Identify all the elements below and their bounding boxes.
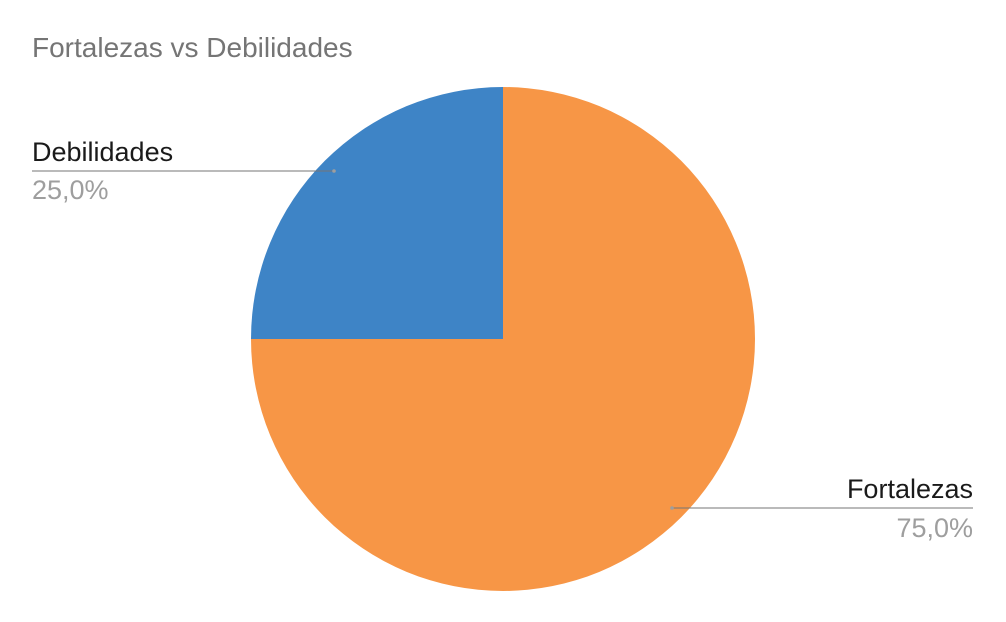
pie-labels: Fortalezas 75,0% Debilidades 25,0% (32, 137, 973, 543)
slice-percent-fortalezas: 75,0% (896, 513, 973, 543)
leader-dot-fortalezas (670, 506, 674, 510)
pie-slice-debilidades (251, 87, 503, 339)
leader-dot-debilidades (332, 169, 336, 173)
slice-percent-debilidades: 25,0% (32, 175, 109, 205)
chart-title: Fortalezas vs Debilidades (32, 32, 353, 63)
pie-slices (251, 87, 755, 591)
slice-label-fortalezas: Fortalezas (847, 474, 973, 504)
slice-label-debilidades: Debilidades (32, 137, 173, 167)
